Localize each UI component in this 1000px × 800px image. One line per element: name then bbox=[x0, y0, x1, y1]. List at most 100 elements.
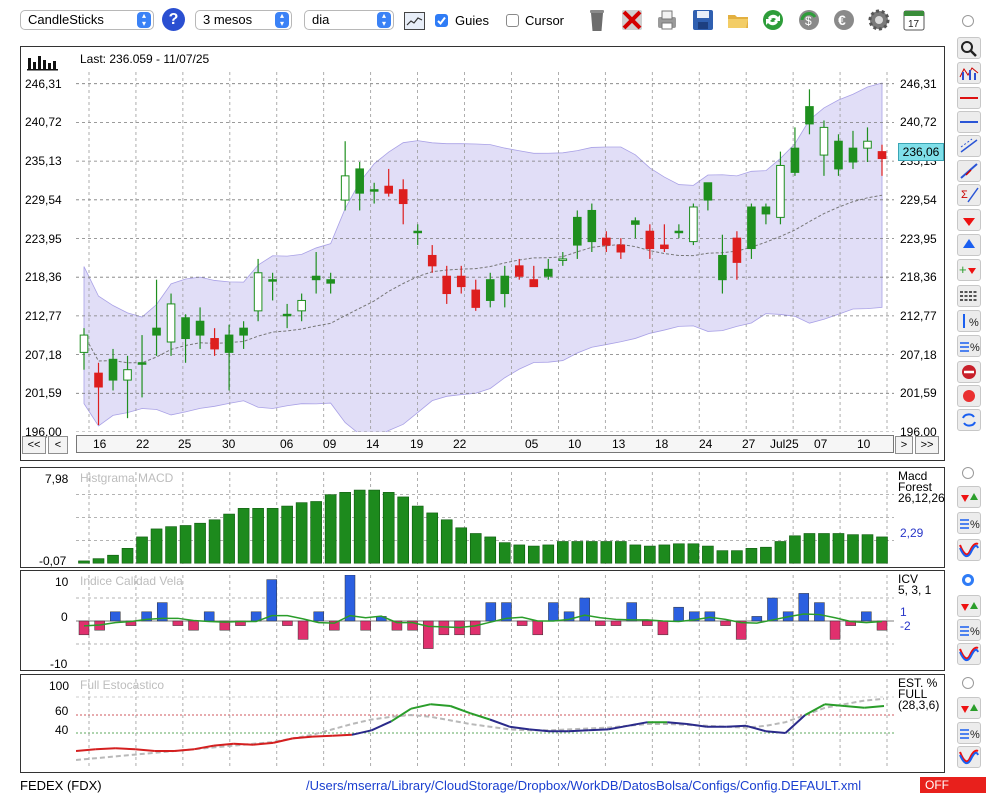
trash-icon[interactable] bbox=[584, 7, 610, 33]
candle-body bbox=[123, 369, 132, 381]
add-signal-icon[interactable]: + bbox=[957, 259, 981, 281]
macd-bar bbox=[107, 554, 119, 564]
icv-bar bbox=[407, 620, 418, 631]
interval-select[interactable]: dia ▴ ▾ bbox=[304, 10, 394, 30]
horizontal-line-red-icon[interactable] bbox=[957, 87, 981, 109]
refresh-icon[interactable] bbox=[760, 7, 786, 33]
signals-arrows-icon[interactable] bbox=[957, 595, 981, 617]
macd-histogram[interactable] bbox=[76, 472, 894, 564]
nav-first-button[interactable]: << bbox=[22, 436, 46, 454]
status-badge[interactable]: OFF bbox=[920, 777, 986, 793]
candle-body bbox=[471, 289, 481, 308]
lines-percent-icon[interactable]: % bbox=[957, 619, 981, 641]
printer-icon[interactable] bbox=[654, 7, 680, 33]
save-icon[interactable] bbox=[690, 7, 716, 33]
macd-legend-sub: Forest bbox=[898, 480, 933, 494]
candle-body bbox=[776, 164, 785, 218]
guides-checkbox[interactable] bbox=[435, 14, 448, 27]
stoch-k-segment bbox=[292, 735, 313, 740]
icv-bar bbox=[360, 620, 371, 631]
stoch-k-segment bbox=[726, 724, 747, 728]
help-icon[interactable]: ? bbox=[162, 8, 185, 31]
open-folder-icon[interactable] bbox=[725, 7, 751, 33]
candles-bands-icon[interactable] bbox=[957, 62, 981, 84]
delete-icon[interactable] bbox=[619, 7, 645, 33]
stochastic-chart[interactable] bbox=[76, 679, 894, 769]
stoch-k-segment bbox=[115, 747, 136, 751]
oscillator-curve-icon[interactable] bbox=[957, 643, 981, 665]
scale-percent-icon[interactable]: % bbox=[957, 310, 981, 332]
symbol-label: FEDEX (FDX) bbox=[20, 778, 102, 793]
nav-next-label: > bbox=[900, 439, 908, 451]
date-tick: 10 bbox=[568, 437, 582, 451]
nav-prev-button[interactable]: < bbox=[48, 436, 68, 454]
macd-bar bbox=[252, 508, 264, 564]
date-tick: 13 bbox=[612, 437, 626, 451]
date-axis[interactable]: 16 22 25 30 06 09 14 19 22 05 10 13 18 24 27 Jul25 07 10 bbox=[76, 435, 894, 453]
nav-next-button[interactable]: > bbox=[895, 436, 913, 454]
price-chart[interactable] bbox=[76, 72, 894, 432]
icv-bar bbox=[548, 602, 559, 622]
checkmark-icon bbox=[437, 16, 446, 26]
chart-type-select[interactable]: CandleSticks ▴ ▾ bbox=[20, 10, 154, 30]
stoch-panel-radio[interactable] bbox=[962, 677, 974, 689]
lines-percent-icon[interactable]: % bbox=[957, 722, 981, 744]
chevron-updown-icon: ▴ ▾ bbox=[275, 12, 289, 28]
swap-icon[interactable] bbox=[957, 409, 981, 431]
calendar-icon[interactable]: 17 bbox=[901, 7, 927, 33]
oscillator-curve-icon[interactable] bbox=[957, 539, 981, 561]
horizontal-line-blue-icon[interactable] bbox=[957, 111, 981, 133]
arrow-up-blue-icon[interactable] bbox=[957, 234, 981, 256]
monitor-chart-icon[interactable] bbox=[404, 12, 425, 30]
nav-last-button[interactable]: >> bbox=[915, 436, 939, 454]
stoch-y-100: 100 bbox=[49, 679, 70, 693]
macd-y-bottom: -0,07 bbox=[39, 554, 67, 568]
config-path-link[interactable]: /Users/mserra/Library/CloudStorage/Dropb… bbox=[306, 778, 862, 793]
lines-percent-icon[interactable]: % bbox=[957, 512, 981, 534]
price-tick-left: 240,72 bbox=[25, 115, 62, 130]
icv-panel-radio[interactable] bbox=[962, 574, 974, 586]
candle-body bbox=[239, 327, 248, 336]
sync-dollar-icon[interactable]: $ bbox=[796, 7, 822, 33]
euro-icon[interactable]: € bbox=[831, 7, 857, 33]
candle-body bbox=[602, 237, 611, 246]
gear-icon[interactable] bbox=[866, 7, 892, 33]
candle-body bbox=[297, 299, 306, 312]
no-entry-icon[interactable] bbox=[957, 361, 981, 383]
macd-bar bbox=[687, 543, 700, 564]
stoch-k-segment bbox=[390, 707, 412, 723]
zoom-icon[interactable] bbox=[957, 37, 981, 59]
cursor-checkbox[interactable] bbox=[506, 14, 519, 27]
fibonacci-icon[interactable]: Σ bbox=[957, 184, 981, 206]
volume-bars-icon[interactable] bbox=[27, 53, 59, 74]
signals-arrows-icon[interactable] bbox=[957, 486, 981, 508]
macd-bar bbox=[295, 502, 308, 564]
period-select[interactable]: 3 mesos ▴ ▾ bbox=[195, 10, 292, 30]
macd-bar bbox=[150, 528, 163, 564]
price-tick-right: 207,18 bbox=[900, 347, 937, 362]
icv-bar bbox=[688, 611, 700, 622]
current-price-tag: 236,06 bbox=[898, 143, 944, 161]
lines-percent-icon[interactable]: % bbox=[957, 335, 981, 357]
date-tick: 22 bbox=[136, 437, 150, 451]
date-tick: 09 bbox=[323, 437, 337, 451]
oscillator-curve-icon[interactable] bbox=[957, 746, 981, 768]
date-tick: 06 bbox=[280, 437, 294, 451]
macd-bar bbox=[832, 533, 845, 564]
icv-histogram[interactable] bbox=[76, 575, 894, 667]
channel-tool-icon[interactable] bbox=[957, 135, 981, 157]
grid-lines-icon[interactable] bbox=[957, 285, 981, 307]
main-panel-radio[interactable] bbox=[962, 15, 974, 27]
trendline-icon[interactable] bbox=[957, 160, 981, 182]
macd-panel-radio[interactable] bbox=[962, 467, 974, 479]
arrow-down-red-icon[interactable] bbox=[957, 209, 981, 231]
icv-bar bbox=[501, 602, 512, 622]
icv-bar bbox=[673, 606, 684, 622]
macd-bar bbox=[179, 525, 192, 564]
icv-params: 5, 3, 1 bbox=[898, 583, 932, 597]
candle-body bbox=[573, 216, 582, 246]
stoch-k-segment bbox=[568, 729, 589, 733]
macd-bar bbox=[78, 560, 90, 564]
signals-arrows-icon[interactable] bbox=[957, 697, 981, 719]
record-icon[interactable] bbox=[957, 385, 981, 407]
